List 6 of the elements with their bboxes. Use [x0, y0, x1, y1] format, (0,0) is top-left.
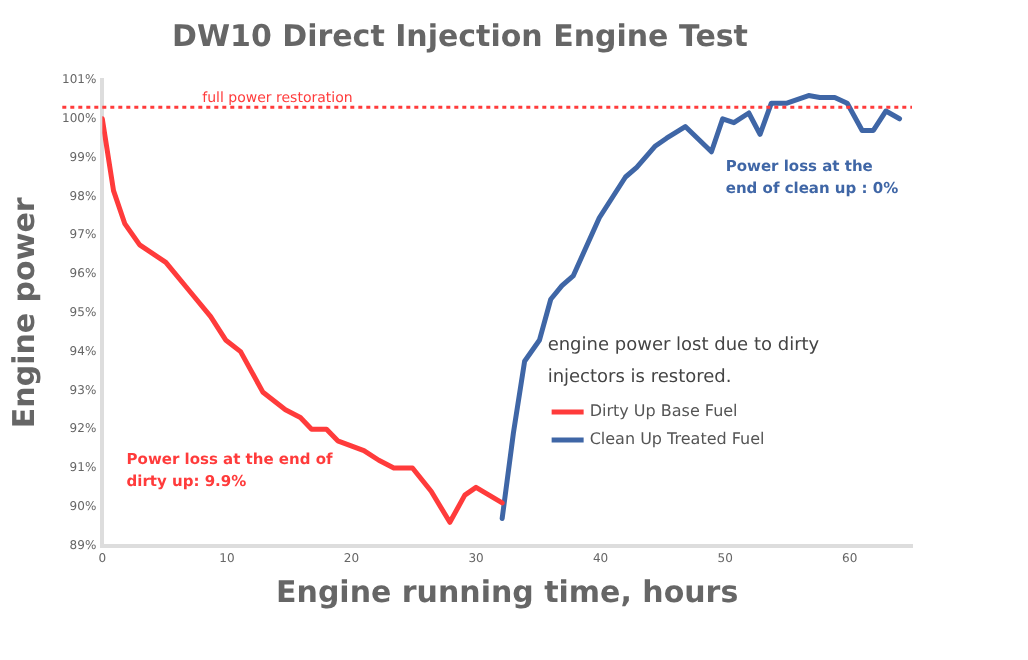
chart-title: DW10 Direct Injection Engine Test	[172, 17, 748, 54]
legend-label: Clean Up Treated Fuel	[589, 430, 765, 449]
y-axis-title: Engine power	[5, 196, 42, 429]
x-axis-title: Engine running time, hours	[276, 573, 739, 610]
legend-label: Dirty Up Base Fuel	[589, 402, 738, 421]
annotation: engine power lost due to dirty injectors is restored.	[547, 335, 821, 388]
